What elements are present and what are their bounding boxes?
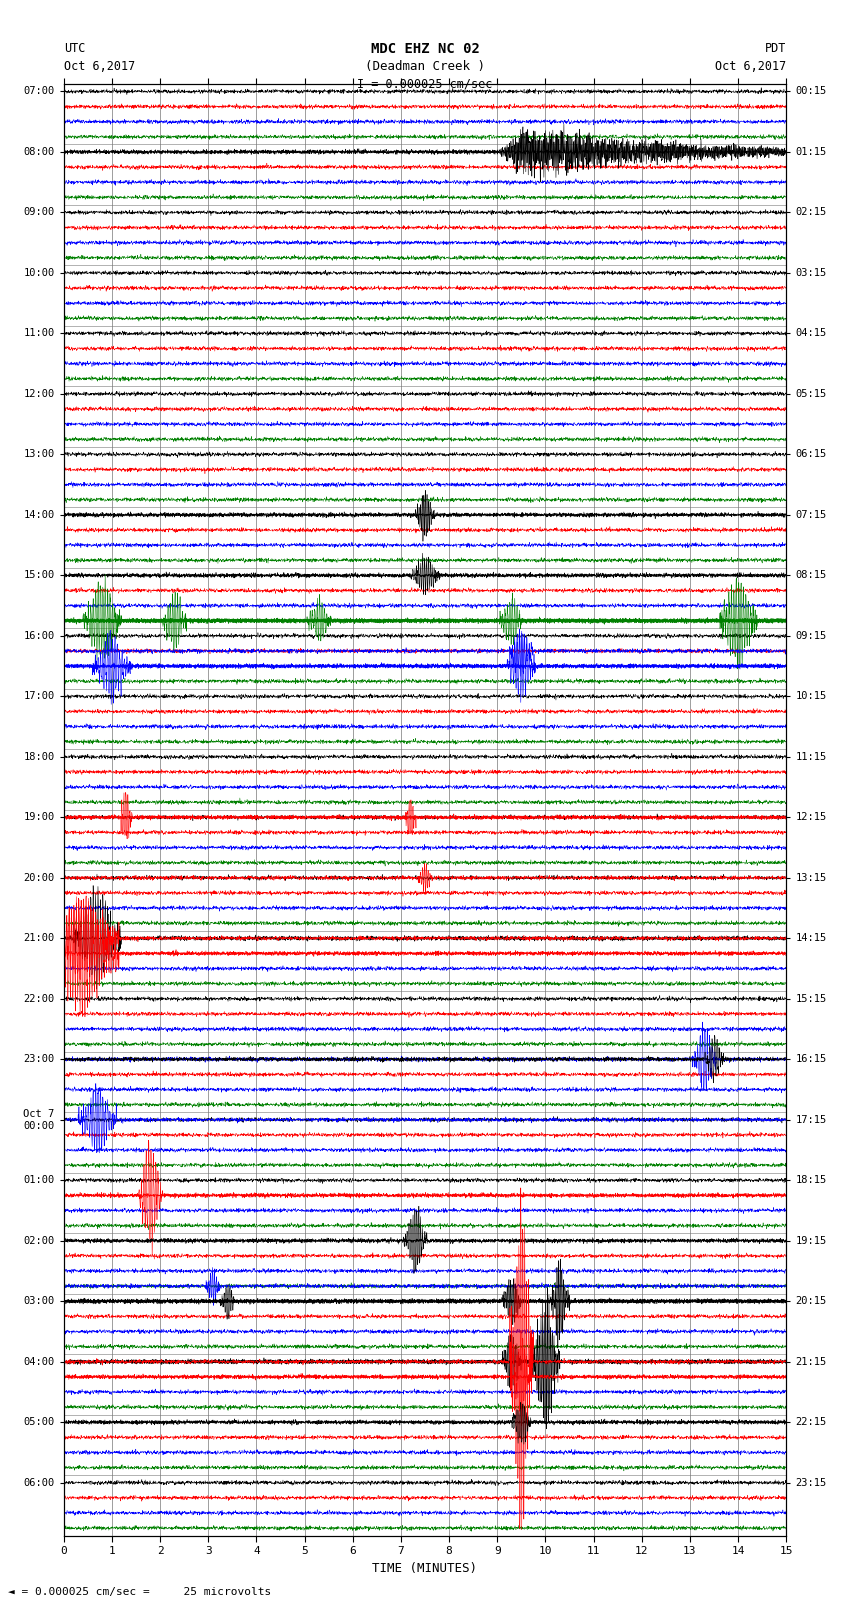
Text: ◄ = 0.000025 cm/sec =     25 microvolts: ◄ = 0.000025 cm/sec = 25 microvolts — [8, 1587, 272, 1597]
X-axis label: TIME (MINUTES): TIME (MINUTES) — [372, 1561, 478, 1574]
Text: (Deadman Creek ): (Deadman Creek ) — [365, 60, 485, 73]
Text: I = 0.000025 cm/sec: I = 0.000025 cm/sec — [357, 77, 493, 90]
Text: Oct 6,2017: Oct 6,2017 — [715, 60, 786, 73]
Text: PDT: PDT — [765, 42, 786, 55]
Text: MDC EHZ NC 02: MDC EHZ NC 02 — [371, 42, 479, 56]
Text: Oct 6,2017: Oct 6,2017 — [64, 60, 135, 73]
Text: UTC: UTC — [64, 42, 85, 55]
